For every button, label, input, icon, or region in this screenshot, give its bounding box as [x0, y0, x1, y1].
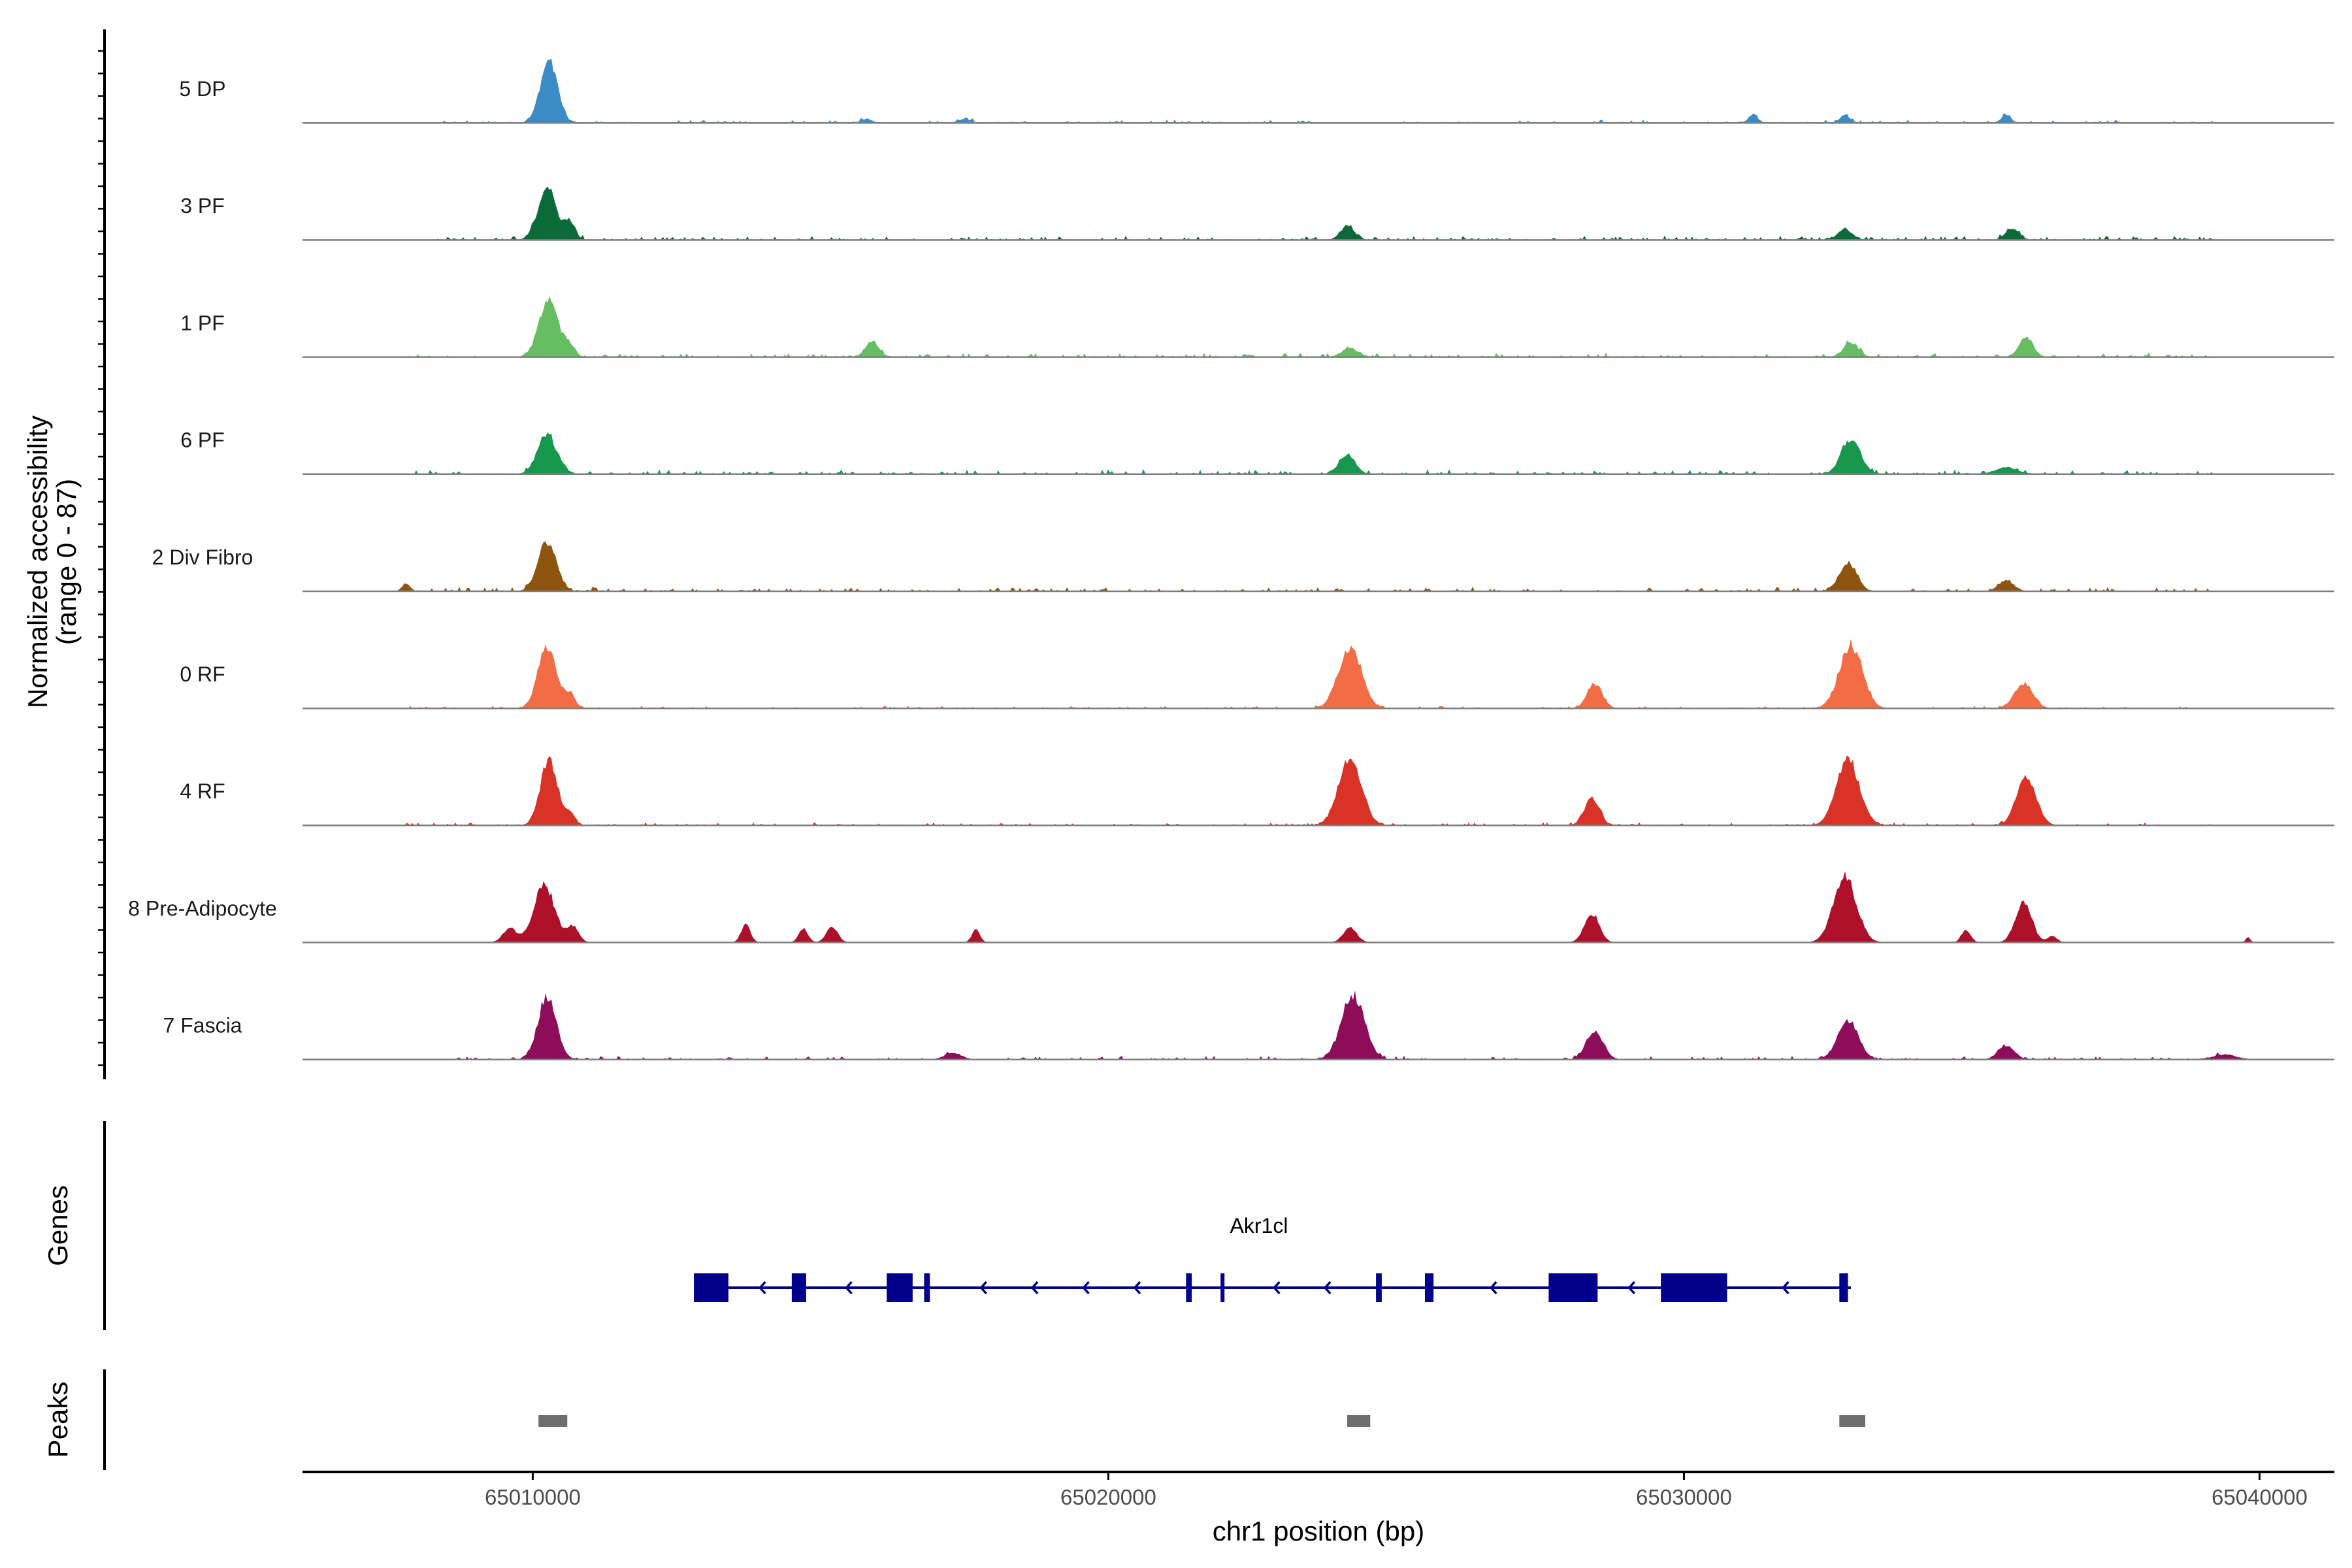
- gene-exon: [1424, 1273, 1434, 1302]
- gene-exon: [1186, 1273, 1192, 1302]
- track-8: 7 Fascia: [163, 990, 2334, 1061]
- gene-exon: [1839, 1273, 1848, 1302]
- track-1: 3 PF: [180, 186, 2334, 241]
- strand-arrow: [1489, 1281, 1497, 1295]
- gene-name-label: Akr1cl: [1230, 1214, 1288, 1237]
- strand-arrow: [1030, 1281, 1039, 1295]
- track-label: 8 Pre-Adipocyte: [128, 896, 277, 920]
- gene-exon: [924, 1273, 930, 1302]
- gene-model: [694, 1273, 1851, 1302]
- gene-exon: [1220, 1273, 1225, 1302]
- strand-arrow: [1627, 1281, 1636, 1295]
- track-label: 4 RF: [180, 779, 225, 803]
- track-6: 4 RF: [180, 755, 2334, 826]
- gene-exon: [791, 1273, 806, 1302]
- peak-region: [538, 1415, 568, 1427]
- peaks-track-label: Peaks: [42, 1382, 73, 1458]
- track-3: 6 PF: [180, 429, 2334, 476]
- coverage-y-axis-ticks: [98, 50, 105, 1066]
- gene-exon: [694, 1273, 728, 1302]
- track-label: 0 RF: [180, 662, 225, 686]
- gene-exon: [1548, 1273, 1598, 1302]
- x-axis-title: chr1 position (bp): [1213, 1516, 1425, 1546]
- track-label: 1 PF: [180, 311, 225, 335]
- track-label: 3 PF: [180, 194, 225, 218]
- peak-regions: [538, 1415, 1865, 1427]
- gene-exon: [887, 1273, 913, 1302]
- track-7: 8 Pre-Adipocyte: [128, 871, 2334, 943]
- track-2: 1 PF: [180, 296, 2334, 358]
- gene-exon: [1376, 1273, 1382, 1302]
- track-label: 5 DP: [179, 77, 225, 101]
- peak-region: [1839, 1415, 1865, 1427]
- track-0: 5 DP: [179, 58, 2334, 124]
- x-tick-label: 65010000: [485, 1485, 581, 1509]
- track-label: 6 PF: [180, 429, 225, 452]
- gene-exon: [1661, 1273, 1727, 1302]
- strand-arrow: [1133, 1281, 1141, 1295]
- strand-arrow: [1323, 1281, 1331, 1295]
- strand-arrow: [979, 1281, 988, 1295]
- strand-arrow: [759, 1281, 766, 1295]
- y-axis-title-line-1: Normalized accessibility: [22, 416, 53, 708]
- track-label: 2 Div Fibro: [152, 546, 253, 569]
- x-axis-ticks: 65010000 65020000 65030000 65040000: [485, 1472, 2308, 1509]
- strand-arrow: [1782, 1281, 1789, 1295]
- x-tick-label: 65040000: [2212, 1485, 2308, 1509]
- track-label: 7 Fascia: [163, 1014, 242, 1037]
- strand-arrow: [1273, 1281, 1281, 1295]
- strand-arrow: [1082, 1281, 1090, 1295]
- genes-track-label: Genes: [42, 1185, 73, 1266]
- y-axis-title-line-2: (range 0 - 87): [51, 479, 82, 645]
- coverage-area: [302, 871, 2334, 943]
- coverage-tracks: 5 DP 3 PF 1 PF 6 PF 2 Div Fibro 0 RF 4 RF 8 Pre…: [128, 58, 2334, 1061]
- track-4: 2 Div Fibro: [152, 541, 2334, 593]
- x-tick-label: 65030000: [1636, 1485, 1732, 1509]
- strand-arrow: [845, 1281, 853, 1295]
- peak-region: [1347, 1415, 1371, 1427]
- x-tick-label: 65020000: [1060, 1485, 1156, 1509]
- track-5: 0 RF: [180, 639, 2334, 710]
- y-axis-title: Normalized accessibility (range 0 - 87): [22, 416, 82, 708]
